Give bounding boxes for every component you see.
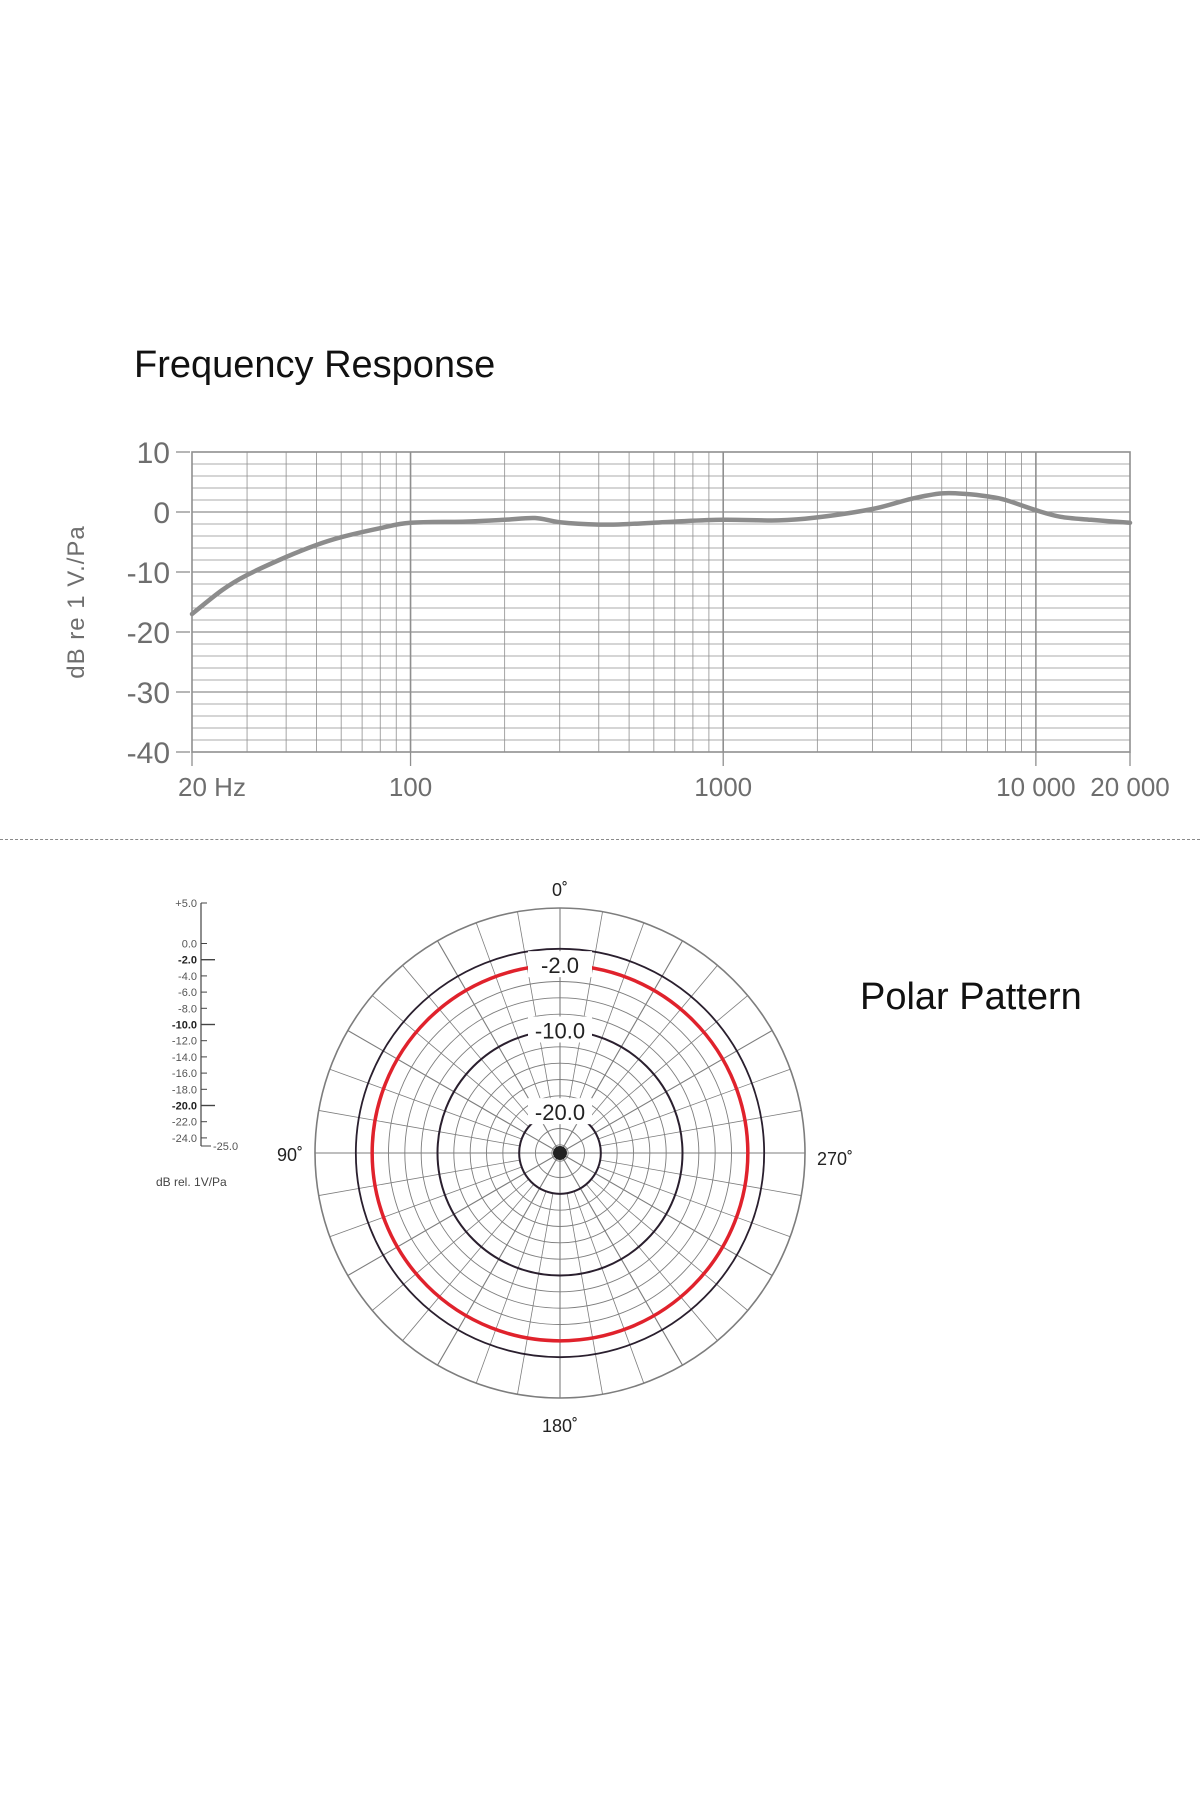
polar-spoke — [573, 1191, 645, 1384]
y-tick-label: -10 — [127, 557, 170, 590]
polar-spoke — [347, 1155, 556, 1276]
polar-pattern-title: Polar Pattern — [860, 976, 1082, 1018]
scale-tick-label: -4.0 — [178, 971, 197, 983]
y-tick-label: -40 — [127, 737, 170, 770]
scale-tick-label: -8.0 — [178, 1003, 197, 1015]
angle-label: 90˚ — [277, 1145, 303, 1165]
scale-label: dB rel. 1V/Pa — [156, 1175, 227, 1189]
frequency-response-title: Frequency Response — [134, 344, 496, 386]
polar-spoke — [600, 1110, 802, 1147]
y-axis-label: dB re 1 V./Pa — [63, 525, 90, 679]
scale-tick-label: -20.0 — [172, 1101, 197, 1113]
polar-spoke — [573, 922, 645, 1115]
y-tick-label: -20 — [127, 617, 170, 650]
polar-spoke — [585, 1184, 718, 1341]
scale-tick-label: -10.0 — [172, 1020, 197, 1032]
scale-tick-label: -22.0 — [172, 1117, 197, 1129]
polar-spoke — [598, 1068, 791, 1140]
polar-spoke — [591, 995, 748, 1128]
polar-spoke — [329, 1068, 522, 1140]
polar-spoke — [372, 1178, 529, 1311]
scale-tick-label: -12.0 — [172, 1036, 197, 1048]
polar-spoke — [566, 911, 603, 1113]
polar-spoke — [517, 1193, 554, 1395]
ring-label-background — [528, 1098, 592, 1125]
y-tick-label: -30 — [127, 677, 170, 710]
polar-spoke — [402, 1184, 535, 1341]
scale-tick-label: -16.0 — [172, 1068, 197, 1080]
x-tick-label: 100 — [389, 772, 432, 802]
scale-tick-label: -24.0 — [172, 1133, 197, 1145]
x-tick-label: 20 000 — [1090, 772, 1170, 802]
polar-level-ring — [354, 947, 766, 1359]
polar-spoke — [318, 1159, 520, 1196]
polar-spoke — [598, 1166, 791, 1238]
x-tick-label: 20 Hz — [178, 772, 246, 802]
ring-label-background — [528, 1016, 592, 1043]
scale-tick-label: -14.0 — [172, 1052, 197, 1064]
ring-label: -2.0 — [541, 953, 579, 978]
scale-tick-label: -6.0 — [178, 987, 197, 999]
ring-label: -20.0 — [535, 1100, 585, 1125]
polar-spoke — [347, 1030, 556, 1151]
polar-spoke — [517, 911, 554, 1113]
polar-spoke — [475, 922, 547, 1115]
polar-spoke — [318, 1110, 520, 1147]
x-tick-label: 10 000 — [996, 772, 1076, 802]
y-tick-label: 10 — [137, 437, 170, 470]
polar-spoke — [372, 995, 529, 1128]
response-curve — [189, 490, 1133, 617]
polar-center-dot — [553, 1146, 567, 1160]
scale-tick-label: -18.0 — [172, 1084, 197, 1096]
angle-label: 270˚ — [817, 1149, 853, 1169]
x-tick-label: 1000 — [694, 772, 752, 802]
polar-spoke — [564, 1030, 773, 1151]
polar-spoke — [329, 1166, 522, 1238]
polar-spoke — [564, 1155, 773, 1276]
scale-tick-label: -25.0 — [213, 1141, 238, 1153]
angle-label: 180˚ — [542, 1416, 578, 1436]
scale-tick-label: 0.0 — [182, 939, 197, 951]
polar-spoke — [402, 965, 535, 1122]
scale-tick-label: +5.0 — [175, 898, 197, 910]
polar-pattern-chart: -2.0 -10.0 -20.0 0˚ 90˚ 180˚ 270˚ +5.0 0.0 -2.0 -4… — [156, 880, 853, 1436]
section-divider — [0, 839, 1200, 840]
angle-label: 0˚ — [552, 880, 568, 900]
polar-spoke — [585, 965, 718, 1122]
plot-frame — [191, 451, 1131, 753]
ring-label-background — [528, 951, 592, 978]
y-tick-label: 0 — [153, 497, 170, 530]
polar-spoke — [566, 1193, 603, 1395]
polar-spoke — [437, 1157, 558, 1366]
polar-spoke — [591, 1178, 748, 1311]
polar-spoke — [600, 1159, 802, 1196]
scale-tick-label: -2.0 — [178, 955, 197, 967]
polar-spoke — [475, 1191, 547, 1384]
polar-spoke — [562, 1157, 683, 1366]
ring-label: -10.0 — [535, 1019, 585, 1044]
